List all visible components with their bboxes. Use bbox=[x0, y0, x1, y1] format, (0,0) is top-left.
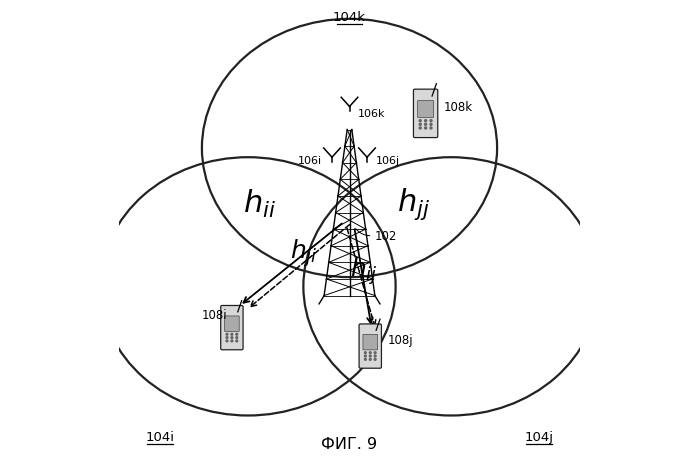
Circle shape bbox=[419, 128, 421, 130]
Circle shape bbox=[226, 334, 228, 336]
Circle shape bbox=[424, 120, 426, 122]
Text: 106k: 106k bbox=[358, 109, 385, 119]
Circle shape bbox=[231, 340, 233, 342]
Circle shape bbox=[236, 337, 238, 339]
Circle shape bbox=[364, 359, 366, 361]
Circle shape bbox=[430, 128, 432, 130]
FancyBboxPatch shape bbox=[359, 324, 382, 369]
Text: $h_{ji}$: $h_{ji}$ bbox=[289, 237, 317, 268]
Circle shape bbox=[231, 334, 233, 336]
Text: 108k: 108k bbox=[444, 101, 473, 114]
Circle shape bbox=[236, 334, 238, 336]
Text: 104j: 104j bbox=[524, 430, 553, 443]
Circle shape bbox=[231, 337, 233, 339]
Circle shape bbox=[424, 124, 426, 126]
Circle shape bbox=[374, 359, 376, 361]
Circle shape bbox=[364, 355, 366, 357]
Text: 108j: 108j bbox=[388, 333, 413, 346]
Circle shape bbox=[369, 352, 371, 354]
Circle shape bbox=[364, 352, 366, 354]
Circle shape bbox=[424, 128, 426, 130]
Circle shape bbox=[369, 359, 371, 361]
Text: ФИГ. 9: ФИГ. 9 bbox=[322, 437, 377, 451]
Text: 104i: 104i bbox=[146, 430, 175, 443]
Circle shape bbox=[226, 337, 228, 339]
FancyBboxPatch shape bbox=[224, 316, 239, 332]
Text: 108i: 108i bbox=[202, 308, 228, 321]
Circle shape bbox=[369, 355, 371, 357]
FancyBboxPatch shape bbox=[413, 90, 438, 138]
Circle shape bbox=[226, 340, 228, 342]
Text: $h_{ii}$: $h_{ii}$ bbox=[243, 188, 276, 220]
Circle shape bbox=[236, 340, 238, 342]
FancyBboxPatch shape bbox=[363, 335, 377, 350]
Circle shape bbox=[430, 124, 432, 126]
FancyBboxPatch shape bbox=[417, 101, 433, 118]
Text: 106i: 106i bbox=[297, 155, 322, 165]
Circle shape bbox=[419, 124, 421, 126]
Circle shape bbox=[419, 120, 421, 122]
Text: $h_{jj}$: $h_{jj}$ bbox=[398, 186, 431, 222]
Text: $h_{ij}$: $h_{ij}$ bbox=[350, 255, 377, 287]
Text: 106j: 106j bbox=[375, 155, 399, 165]
FancyBboxPatch shape bbox=[221, 306, 243, 350]
Circle shape bbox=[374, 355, 376, 357]
Text: 102: 102 bbox=[375, 230, 397, 243]
Text: 104k: 104k bbox=[333, 11, 366, 24]
Circle shape bbox=[430, 120, 432, 122]
Circle shape bbox=[374, 352, 376, 354]
